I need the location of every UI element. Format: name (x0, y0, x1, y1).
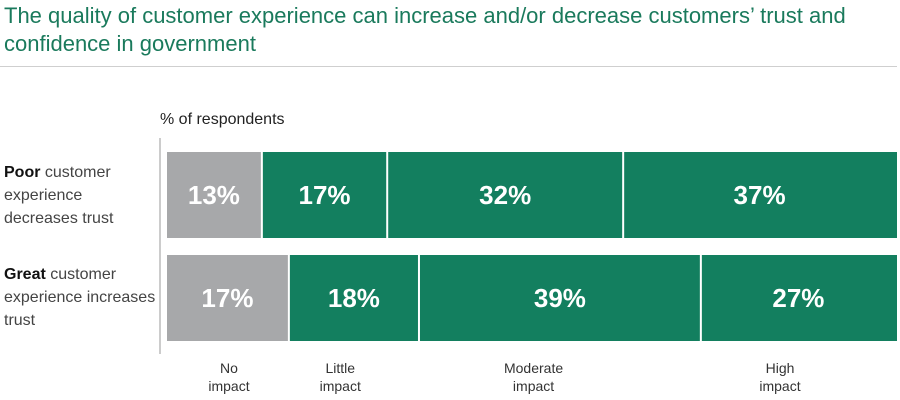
series-label-1-line1: Little (325, 360, 355, 376)
row-label-poor-bold: Poor (4, 164, 41, 181)
row-label-poor-rest: customer experience decreases trust (4, 164, 114, 227)
series-label-1-line2: impact (320, 378, 361, 394)
bar-segments: 13% 17% 32% 37% 17% 18% 39% 27% (167, 152, 897, 341)
series-label-0-line2: impact (208, 378, 249, 394)
data-label-r0-s0: 13% (188, 180, 240, 210)
row-label-poor: Poor customer experience decreases trust (4, 161, 156, 230)
series-label-2-line1: Moderate (504, 360, 563, 376)
bar-segment-r1-s3 (701, 255, 897, 341)
data-label-r0-s3: 37% (734, 180, 786, 210)
series-label-3-line1: High (766, 360, 795, 376)
bar-segment-r0-s1 (262, 152, 387, 238)
data-label-r0-s2: 32% (479, 180, 531, 210)
title-divider (0, 66, 897, 67)
row-label-great: Great customer experience increases trus… (4, 263, 156, 332)
series-label-3-line2: impact (759, 378, 800, 394)
bar-segment-r0-s0 (167, 152, 261, 238)
data-label-r1-s1: 18% (328, 283, 380, 313)
bar-segment-r1-s2 (419, 255, 700, 341)
series-label-0-line1: No (220, 360, 238, 376)
bar-segment-r0-s3 (624, 152, 897, 238)
data-label-r1-s3: 27% (772, 283, 824, 313)
data-label-r1-s0: 17% (201, 283, 253, 313)
value-axis-title: % of respondents (160, 111, 285, 128)
data-label-r0-s1: 17% (299, 180, 351, 210)
category-labels: No impact Little impact Moderate impact High im… (208, 360, 800, 394)
data-label-r1-s2: 39% (534, 283, 586, 313)
row-label-great-bold: Great (4, 266, 46, 283)
row-label-great-rest: customer experience increases trust (4, 266, 156, 329)
bar-segment-r1-s0 (167, 255, 288, 341)
bar-segment-r0-s2 (388, 152, 623, 238)
series-label-2-line2: impact (513, 378, 554, 394)
chart-title: The quality of customer experience can i… (4, 3, 846, 56)
bar-segment-r1-s1 (289, 255, 418, 341)
